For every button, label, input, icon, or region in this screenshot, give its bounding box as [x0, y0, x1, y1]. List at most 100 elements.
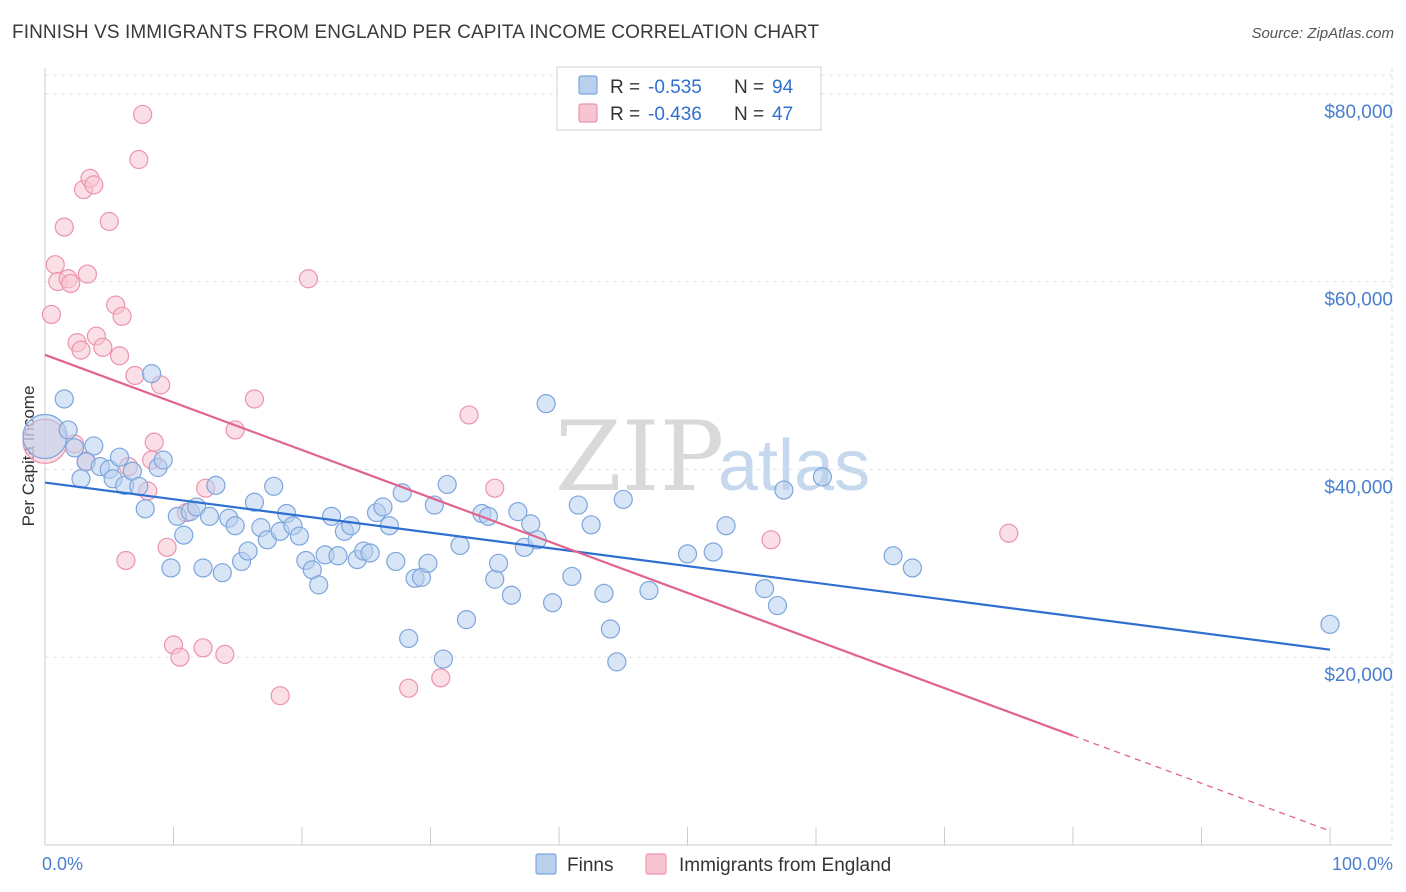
y-tick-labels: $20,000 $40,000 $60,000 $80,000 — [1324, 102, 1393, 686]
england-point-38 — [270, 686, 290, 706]
england-point-4 — [54, 217, 74, 237]
england-point-22 — [125, 365, 145, 386]
england-point-45 — [485, 478, 505, 498]
chart-source: Source: ZipAtlas.com — [1251, 25, 1394, 42]
series-finns — [22, 364, 1340, 672]
finns-point-88 — [774, 480, 794, 500]
finns-point-14 — [135, 499, 155, 519]
finns-point-25 — [206, 475, 226, 495]
england-point-36 — [225, 420, 245, 440]
england-point-27 — [144, 432, 164, 452]
england-point-11 — [77, 264, 98, 284]
finns-point-84 — [703, 542, 723, 562]
finns-point-82 — [639, 580, 659, 601]
trend-line-ext-1 — [1072, 735, 1331, 832]
finns-point-75 — [562, 566, 582, 587]
x-tick-label-1: 100.0% — [1332, 854, 1393, 874]
watermark-zip: ZIP — [555, 401, 724, 513]
england-point-44 — [999, 523, 1019, 543]
finns-point-83 — [677, 544, 698, 564]
finns-point-34 — [264, 476, 284, 496]
finns-point-77 — [581, 515, 601, 535]
finns-point-20 — [174, 525, 194, 545]
england-point-2 — [45, 255, 65, 275]
finns-point-1 — [54, 389, 74, 409]
england-point-18 — [109, 346, 130, 366]
y-tick-label-2: $60,000 — [1324, 290, 1393, 311]
finns-point-6 — [84, 436, 104, 456]
x-tick-label-0: 0.0% — [42, 854, 83, 874]
finns-point-2 — [58, 420, 78, 440]
finns-point-80 — [607, 652, 627, 672]
trend-line-0 — [44, 481, 1331, 651]
england-point-16 — [99, 211, 119, 232]
england-point-19 — [112, 306, 132, 326]
england-point-33 — [193, 638, 213, 658]
england-point-20 — [116, 550, 136, 571]
series-legend: Finns Immigrants from England — [535, 853, 891, 876]
england-point-39 — [298, 269, 319, 289]
finns-point-60 — [437, 474, 457, 495]
england-point-31 — [170, 647, 190, 667]
finns-point-55 — [399, 628, 419, 649]
finns-point-49 — [360, 543, 380, 563]
finns-point-23 — [193, 558, 213, 578]
x-tick-labels: 0.0% 100.0% — [42, 854, 1393, 874]
finns-point-79 — [600, 619, 621, 639]
england-point-40 — [399, 678, 419, 698]
trend-lines — [44, 353, 1331, 832]
finns-point-76 — [568, 495, 588, 515]
series-legend-swatch-england — [645, 853, 667, 875]
finns-point-13 — [129, 476, 149, 496]
finns-point-91 — [902, 558, 922, 578]
legend-r-value-england: -0.436 — [648, 104, 702, 125]
finns-point-62 — [450, 535, 470, 556]
y-tick-label-0: $20,000 — [1324, 665, 1393, 686]
finns-point-15 — [142, 364, 162, 384]
finns-point-43 — [321, 506, 342, 526]
y-tick-label-3: $80,000 — [1324, 102, 1393, 123]
series-immigrants-from-england — [22, 104, 1019, 706]
trend-line-1 — [44, 353, 1074, 737]
watermark: ZIP atlas — [555, 401, 870, 513]
england-point-6 — [61, 273, 81, 294]
series-legend-swatch-finns — [535, 853, 557, 875]
england-point-35 — [215, 644, 235, 664]
series-legend-label-england: Immigrants from England — [679, 855, 891, 876]
finns-point-30 — [238, 541, 258, 561]
series-legend-label-finns: Finns — [567, 855, 613, 876]
england-point-41 — [431, 668, 451, 688]
y-tick-label-1: $40,000 — [1324, 477, 1393, 498]
finns-point-87 — [767, 595, 788, 616]
finns-point-67 — [489, 553, 509, 573]
finns-point-24 — [199, 506, 220, 526]
finns-point-28 — [225, 516, 245, 536]
finns-point-92 — [1320, 614, 1340, 634]
finns-point-69 — [508, 502, 528, 522]
finns-point-74 — [542, 593, 563, 613]
finns-point-63 — [456, 610, 477, 630]
finns-point-38 — [289, 526, 310, 546]
england-point-1 — [41, 304, 62, 325]
legend-n-label-finns: N = — [734, 77, 764, 98]
finns-point-58 — [418, 553, 438, 573]
england-point-43 — [761, 530, 781, 550]
stats-legend-box — [556, 66, 822, 131]
finns-point-53 — [386, 551, 406, 572]
finns-point-89 — [812, 467, 833, 487]
england-point-13 — [84, 175, 104, 195]
england-point-9 — [71, 340, 91, 360]
finns-point-10 — [109, 447, 130, 467]
finns-point-46 — [341, 516, 361, 536]
finns-point-0 — [22, 413, 68, 460]
chart-title: FINNISH VS IMMIGRANTS FROM ENGLAND PER C… — [12, 22, 819, 43]
legend-r-value-finns: -0.535 — [648, 77, 702, 98]
finns-point-81 — [613, 489, 633, 510]
legend-swatch-finns — [578, 75, 598, 95]
finns-point-71 — [521, 514, 541, 534]
finns-point-78 — [594, 583, 614, 603]
finns-point-41 — [309, 575, 329, 595]
legend-r-label-england: R = — [610, 104, 640, 125]
england-point-37 — [244, 389, 265, 409]
legend-n-value-finns: 94 — [772, 77, 794, 98]
